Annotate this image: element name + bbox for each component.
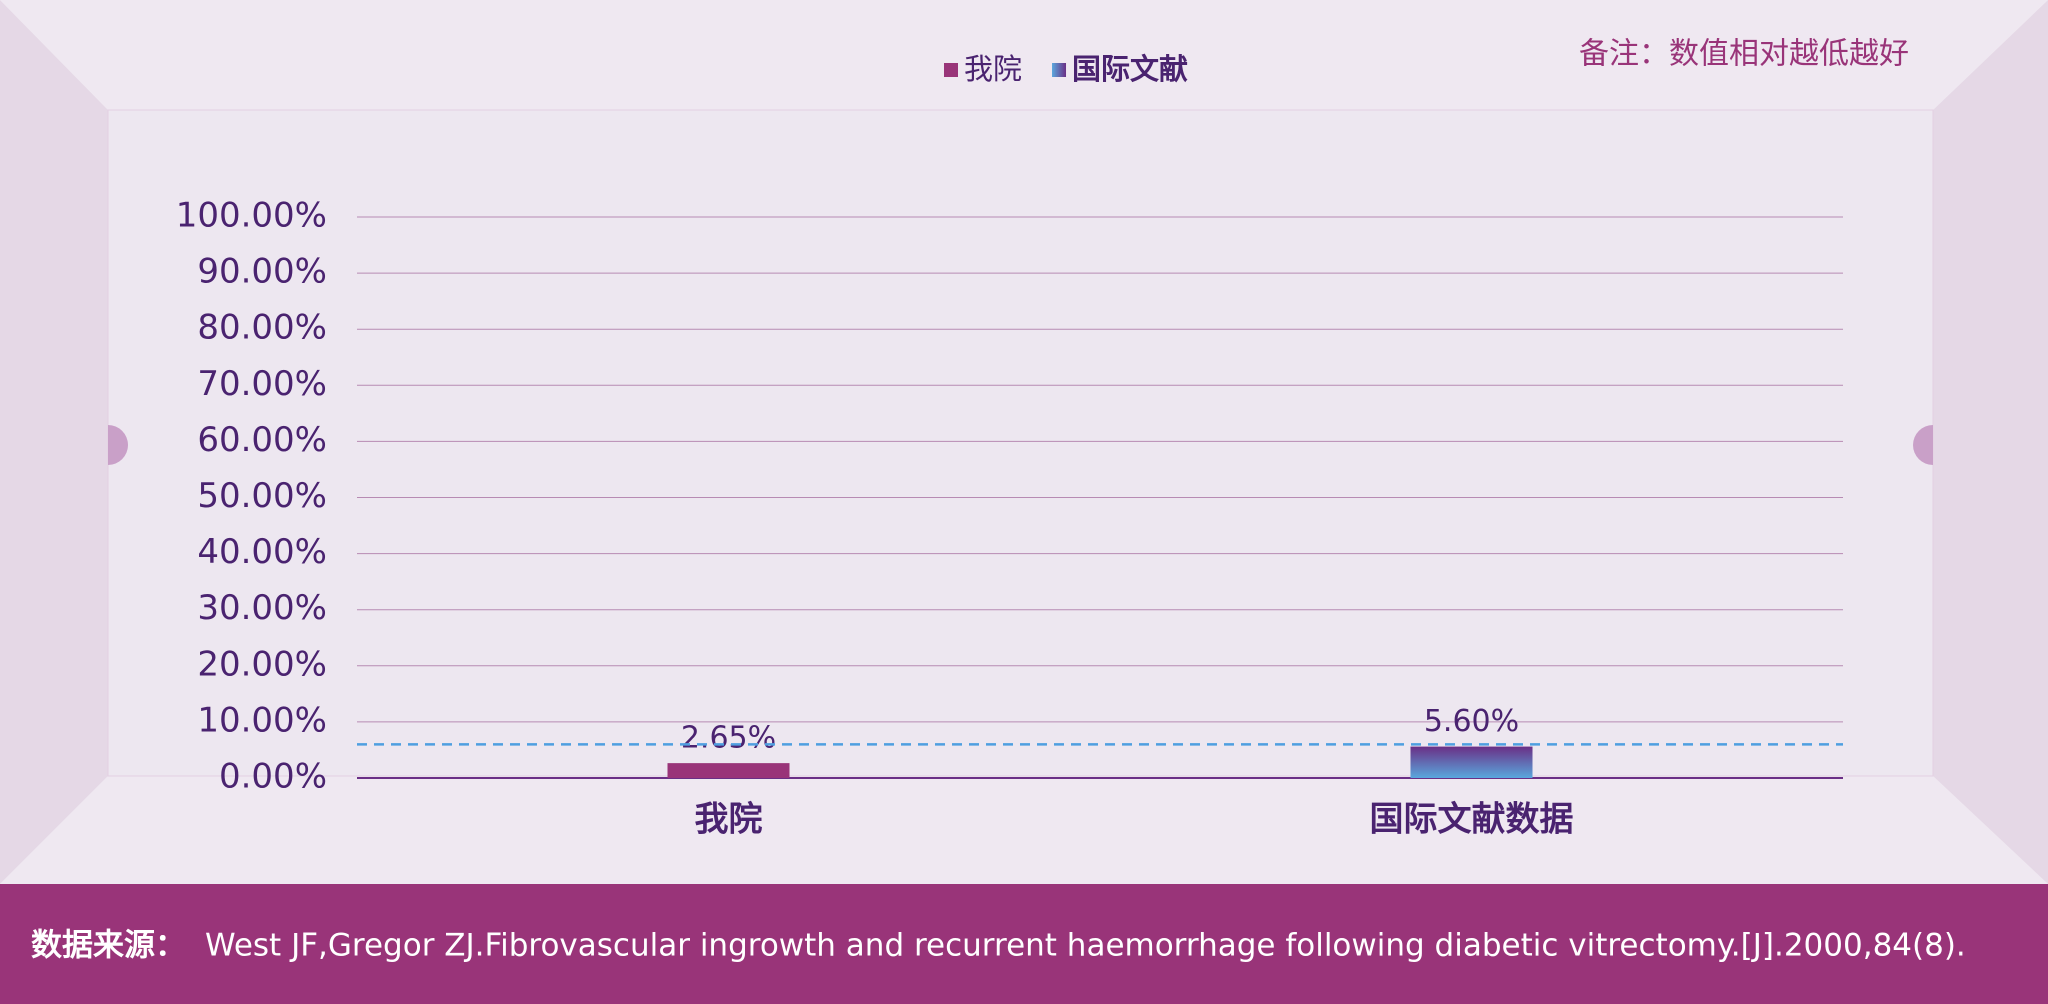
y-tick-label: 20.00% <box>197 644 327 684</box>
left-panel <box>0 0 108 884</box>
bar <box>667 763 790 778</box>
legend-swatch <box>1052 63 1067 77</box>
y-tick-label: 10.00% <box>197 700 327 740</box>
right-panel <box>1933 0 2048 884</box>
knob <box>1913 425 1933 465</box>
footer-label: 数据来源： <box>31 928 186 964</box>
bar <box>1410 746 1533 778</box>
y-tick-label: 90.00% <box>197 252 327 292</box>
value-label: 5.60% <box>1424 704 1519 739</box>
plot-panel <box>107 109 1934 777</box>
y-tick-label: 30.00% <box>197 588 327 628</box>
top-panel <box>0 0 2048 110</box>
footer-band <box>0 884 2048 1004</box>
y-tick-label: 80.00% <box>197 308 327 348</box>
bottom-panel <box>0 776 2048 884</box>
knob <box>108 425 128 465</box>
footer-text: West JF,Gregor ZJ.Fibrovascular ingrowth… <box>205 928 1966 964</box>
y-tick-label: 50.00% <box>197 476 327 516</box>
y-tick-label: 0.00% <box>219 757 327 797</box>
note: 备注：数值相对越低越好 <box>1579 37 1909 72</box>
x-tick-label: 我院 <box>695 800 763 840</box>
x-tick-label: 国际文献数据 <box>1370 800 1574 840</box>
y-tick-label: 100.00% <box>176 196 327 236</box>
legend-label: 我院 <box>964 52 1022 86</box>
y-tick-label: 60.00% <box>197 420 327 460</box>
value-label: 2.65% <box>681 721 776 756</box>
y-tick-label: 40.00% <box>197 532 327 572</box>
legend-label: 国际文献 <box>1072 52 1188 86</box>
legend-swatch <box>944 63 958 77</box>
y-tick-label: 70.00% <box>197 364 327 404</box>
